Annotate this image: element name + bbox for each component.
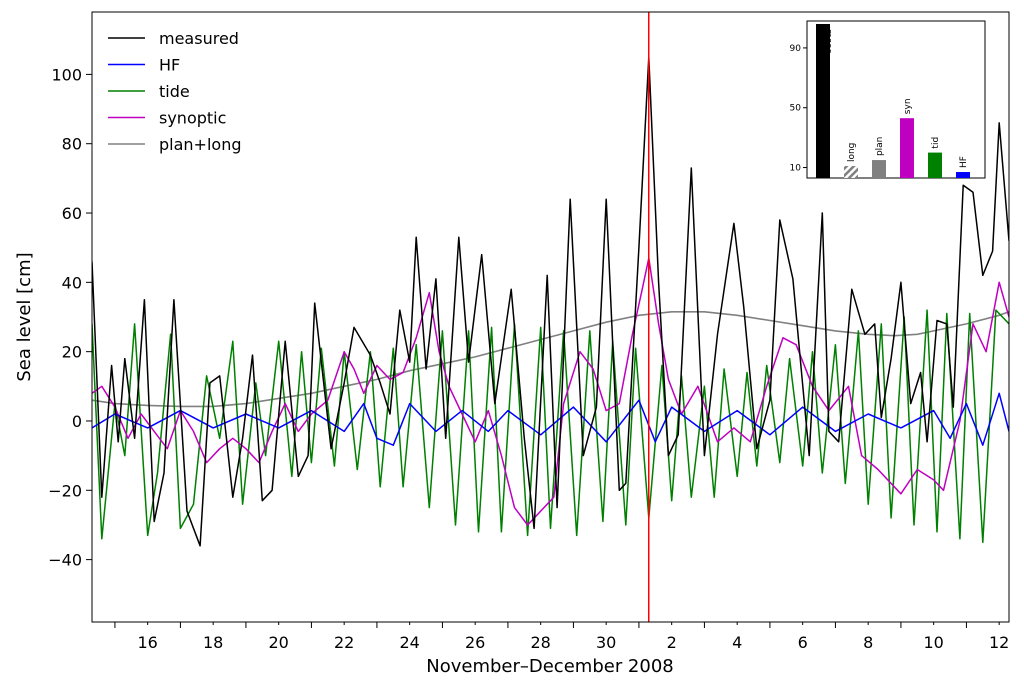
y-tick-label: −40 — [48, 551, 82, 570]
x-tick-label: 12 — [989, 633, 1009, 652]
inset-bar-plan — [872, 160, 886, 178]
y-tick-label: 0 — [72, 412, 82, 431]
y-axis: −40 −20 0 20 40 60 80 100 — [48, 65, 92, 570]
x-tick-label: 4 — [732, 633, 742, 652]
inset-bar-label: HF — [959, 156, 969, 168]
x-tick-label: 30 — [596, 633, 616, 652]
y-tick-label: 20 — [62, 343, 82, 362]
inset-y-tick-label: 90 — [790, 44, 802, 54]
y-tick-label: 80 — [62, 135, 82, 154]
inset-bar-syn — [900, 118, 914, 178]
x-tick-label: 26 — [465, 633, 485, 652]
plot-frame — [91, 11, 1010, 623]
inset-bar-label: long — [847, 143, 857, 162]
y-tick-label: −20 — [48, 481, 82, 500]
y-axis-title: Sea level [cm] — [14, 252, 35, 381]
series-line-tide — [92, 309, 1009, 544]
inset-bar-label: meas — [823, 29, 833, 54]
inset-bar-label: tid — [931, 137, 941, 149]
x-tick-label: 6 — [798, 633, 808, 652]
legend-label: measured — [159, 29, 239, 48]
series-line-hf — [92, 392, 1009, 446]
x-tick-label: 24 — [399, 633, 419, 652]
x-tick-label: 2 — [667, 633, 677, 652]
inset-y-tick-label: 50 — [790, 104, 802, 114]
x-axis-title: November–December 2008 — [426, 656, 674, 677]
x-axis: 16 18 20 22 24 26 28 30 2 4 6 8 10 12 — [114, 622, 1009, 652]
x-tick-label: 20 — [268, 633, 288, 652]
y-tick-label: 100 — [51, 65, 82, 84]
legend-label: plan+long — [159, 135, 241, 154]
legend: measured HF tide synoptic plan+long — [108, 29, 241, 154]
inset-y-tick-label: 10 — [790, 164, 802, 174]
legend-label: synoptic — [159, 109, 226, 128]
x-tick-label: 18 — [203, 633, 223, 652]
inset-bar-long — [844, 166, 858, 178]
inset-bar-chart: 10 50 90 meas long plan syn tid HF — [790, 20, 986, 179]
x-tick-label: 28 — [530, 633, 550, 652]
inset-bar-meas — [816, 23, 830, 178]
inset-bar-tid — [928, 152, 942, 178]
inset-frame — [806, 20, 986, 179]
inset-bar-hf — [956, 172, 970, 178]
series-line-measured — [92, 56, 1009, 547]
inset-bar-label: syn — [903, 98, 913, 114]
y-tick-label: 60 — [62, 204, 82, 223]
legend-label: tide — [159, 82, 190, 101]
x-tick-label: 16 — [137, 633, 157, 652]
legend-label: HF — [159, 56, 180, 75]
inset-bar-label: plan — [875, 137, 885, 156]
x-tick-label: 8 — [863, 633, 873, 652]
y-tick-label: 40 — [62, 273, 82, 292]
series-layer — [92, 56, 1009, 547]
x-tick-label: 22 — [334, 633, 354, 652]
x-tick-label: 10 — [923, 633, 943, 652]
